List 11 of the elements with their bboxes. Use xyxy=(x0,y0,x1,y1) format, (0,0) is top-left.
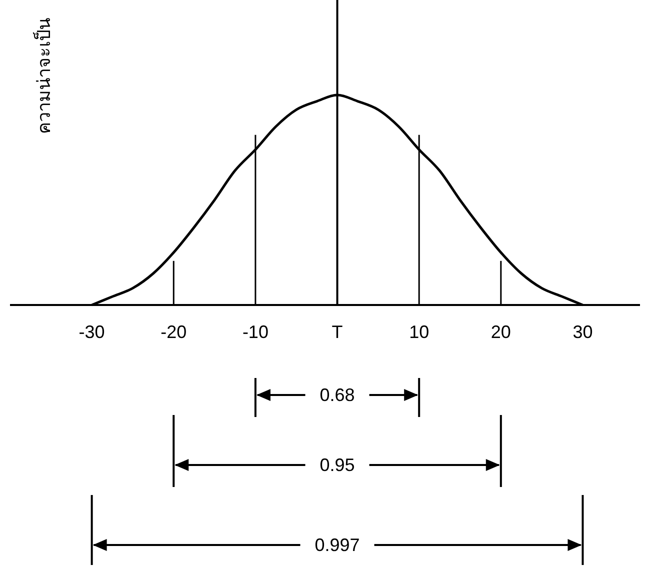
text: 0.95 xyxy=(320,455,355,475)
x-tick-label: -30 xyxy=(78,322,105,342)
x-tick-label: 20 xyxy=(490,322,511,342)
x-tick-label: -10 xyxy=(242,322,268,342)
x-tick-label: -20 xyxy=(160,322,187,342)
x-tick-label: 30 xyxy=(572,322,593,342)
x-tick-label: 10 xyxy=(409,322,430,342)
y-axis-title: ความน่าจะเป็น xyxy=(32,18,55,134)
text: 0.68 xyxy=(320,385,355,405)
x-tick-label: T xyxy=(332,322,343,342)
text: 0.997 xyxy=(314,535,360,555)
